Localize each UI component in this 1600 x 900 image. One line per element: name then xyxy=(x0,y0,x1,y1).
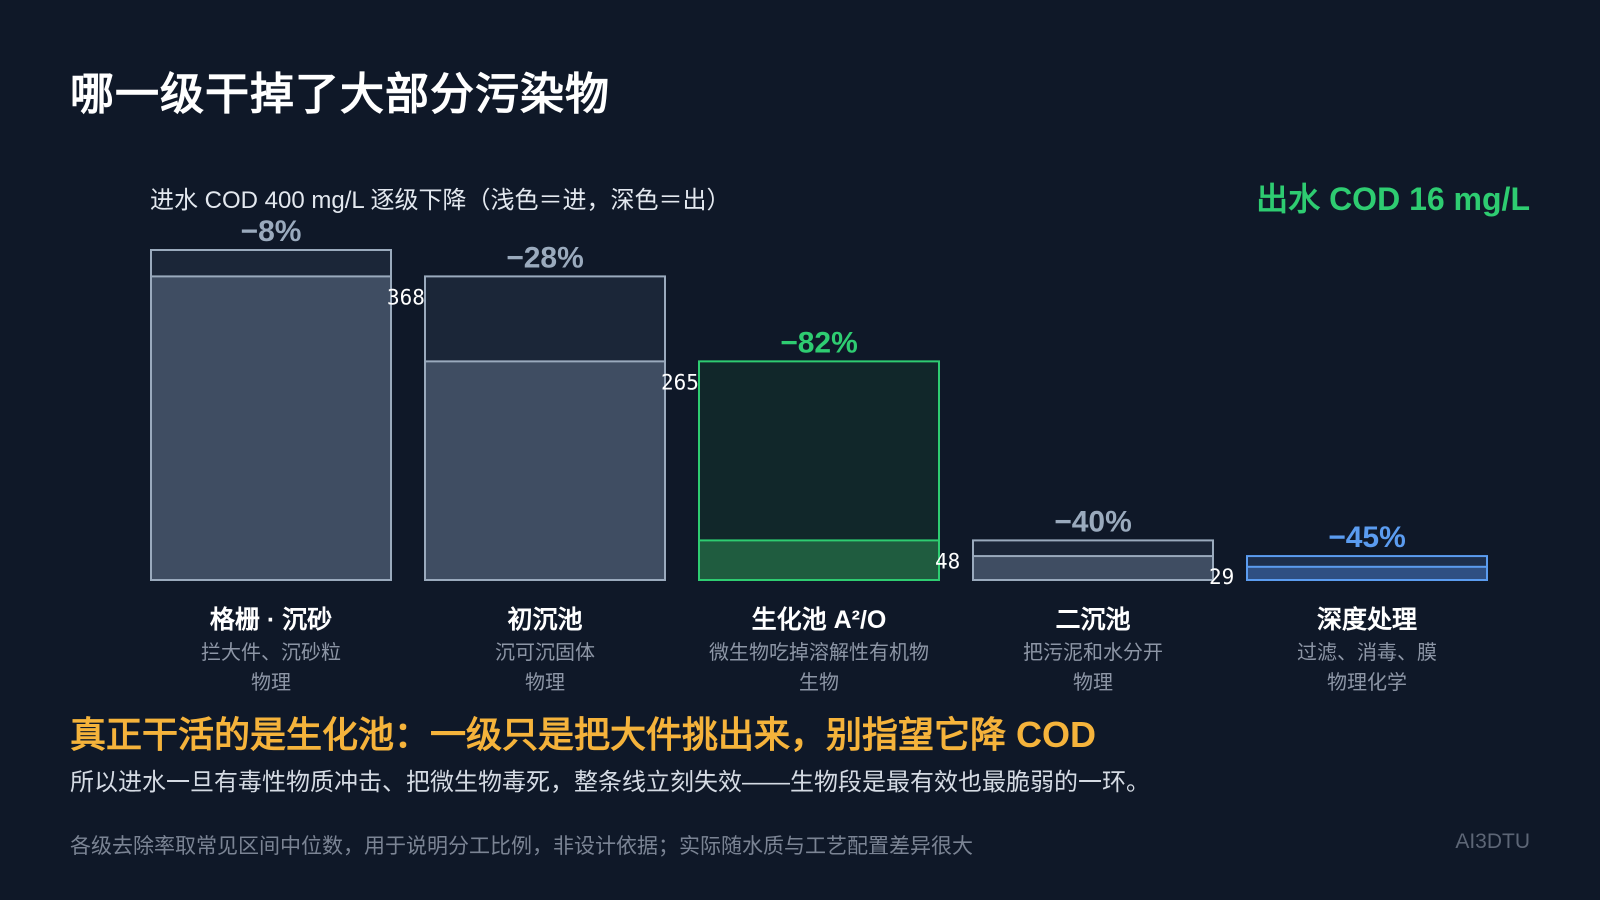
stage-name-1: 初沉池 xyxy=(507,606,583,634)
bar-out-0 xyxy=(150,275,392,581)
stage-name-4: 深度处理 xyxy=(1316,606,1417,634)
stage-name-0: 格栅 · 沉砂 xyxy=(209,606,333,634)
stage-process-type-0: 物理 xyxy=(251,672,291,694)
removal-rate-label-4: −45% xyxy=(1328,521,1406,554)
stage-process-type-4: 物理化学 xyxy=(1327,672,1407,694)
explanation-text: 所以进水一旦有毒性物质冲击、把微生物毒死，整条线立刻失效——生物段是最有效也最脆… xyxy=(70,769,1150,796)
out-value-label-2: 48 xyxy=(935,549,960,573)
stage-description-1: 沉可沉固体 xyxy=(495,642,595,664)
stage-process-type-3: 物理 xyxy=(1073,672,1113,694)
stage-description-2: 微生物吃掉溶解性有机物 xyxy=(709,642,929,664)
removal-rate-label-1: −28% xyxy=(506,241,584,274)
out-value-label-3: 29 xyxy=(1209,565,1234,589)
stage-description-4: 过滤、消毒、膜 xyxy=(1297,642,1437,664)
stage-description-3: 把污泥和水分开 xyxy=(1023,642,1163,664)
stage-description-0: 拦大件、沉砂粒 xyxy=(201,642,341,664)
bar-out-3 xyxy=(972,555,1214,582)
brand-watermark: AI3DTU xyxy=(1455,830,1530,853)
removal-rate-label-0: −8% xyxy=(241,215,302,248)
stage-name-2: 生化池 A²/O xyxy=(751,606,887,634)
removal-rate-label-3: −40% xyxy=(1054,505,1132,538)
out-value-label-1: 265 xyxy=(661,370,699,394)
bar-out-1 xyxy=(424,360,666,581)
bar-out-2 xyxy=(698,539,940,582)
stage-process-type-1: 物理 xyxy=(525,672,565,694)
out-value-label-0: 368 xyxy=(387,285,425,309)
footnote: 各级去除率取常见区间中位数，用于说明分工比例，非设计依据；实际随水质与工艺配置差… xyxy=(70,835,973,858)
stage-process-type-2: 生物 xyxy=(799,672,839,694)
bar-out-4 xyxy=(1246,565,1488,581)
removal-rate-label-2: −82% xyxy=(780,326,858,359)
page-title: 哪一级干掉了大部分污染物 xyxy=(70,70,610,119)
effluent-cod-label: 出水 COD 16 mg/L xyxy=(1256,181,1530,217)
stage-name-3: 二沉池 xyxy=(1055,606,1131,634)
conclusion-headline: 真正干活的是生化池：一级只是把大件挑出来，别指望它降 COD xyxy=(70,714,1097,755)
chart-subtitle: 进水 COD 400 mg/L 逐级下降（浅色＝进，深色＝出） xyxy=(150,187,731,214)
